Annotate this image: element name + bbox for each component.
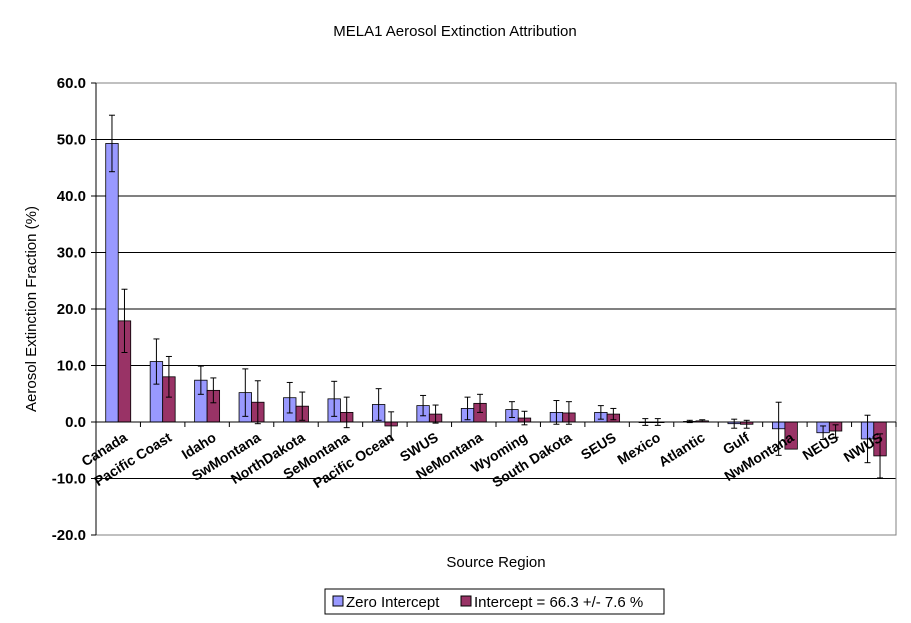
error-bar-swmontana-intercept	[254, 380, 261, 425]
x-tick-label-pacific-coast: Pacific Coast	[91, 429, 174, 489]
y-tick-label: 60.0	[57, 75, 86, 92]
error-bar-pacific-ocean-intercept	[388, 411, 395, 441]
error-bar-pacific-ocean-zero-intercept	[375, 388, 382, 421]
error-bar-semontana-zero-intercept	[331, 380, 338, 417]
error-bar-neus-zero-intercept	[820, 425, 827, 441]
x-tick-label-seus: SEUS	[578, 429, 619, 463]
y-tick-label: 20.0	[57, 301, 86, 318]
error-bar-pacific-coast-intercept	[165, 355, 172, 398]
x-tick-label-gulf: Gulf	[720, 429, 753, 458]
legend-box	[324, 588, 665, 615]
error-bar-idaho-intercept	[210, 377, 217, 404]
y-tick-label: 50.0	[57, 132, 86, 149]
error-bar-wyoming-zero-intercept	[508, 401, 515, 418]
error-bar-south-dakota-intercept	[565, 401, 572, 425]
x-tick-label-neus: NEUS	[799, 429, 840, 463]
y-tick-label: -20.0	[52, 527, 86, 544]
error-bar-idaho-zero-intercept	[197, 365, 204, 395]
error-bar-gulf-zero-intercept	[731, 418, 738, 429]
error-bar-nwmontana-zero-intercept	[775, 401, 782, 456]
legend-swatch-zero-intercept	[332, 595, 344, 607]
y-tick-label: 30.0	[57, 245, 86, 262]
error-bar-northdakota-zero-intercept	[286, 381, 293, 414]
error-bar-wyoming-intercept	[521, 410, 528, 426]
x-tick-label-atlantic: Atlantic	[656, 429, 708, 470]
legend: Zero Intercept Intercept = 66.3 +/- 7.6 …	[324, 588, 665, 615]
error-bar-pacific-coast-zero-intercept	[153, 338, 160, 385]
error-bar-nwus-zero-intercept	[864, 414, 871, 464]
error-bar-nwus-intercept	[877, 433, 884, 479]
y-tick-label: 10.0	[57, 358, 86, 375]
error-bar-swus-zero-intercept	[420, 394, 427, 417]
chart-title: MELA1 Aerosol Extinction Attribution	[333, 23, 576, 40]
error-bar-neus-intercept	[832, 424, 839, 438]
y-tick-label: 0.0	[65, 414, 86, 431]
y-axis-label: Aerosol Extinction Fraction (%)	[23, 206, 40, 412]
x-axis-label: Source Region	[446, 554, 545, 571]
error-bar-semontana-intercept	[343, 396, 350, 429]
error-bar-nemontana-intercept	[477, 393, 484, 413]
error-bar-swmontana-zero-intercept	[242, 368, 249, 417]
legend-label-zero-intercept: Zero Intercept	[346, 594, 440, 611]
y-tick-label: 40.0	[57, 188, 86, 205]
error-bar-nemontana-zero-intercept	[464, 396, 471, 421]
y-axis-ticks: 60.0 50.0 40.0 30.0 20.0 10.0 0.0 -10.0 -20.0	[52, 75, 96, 544]
legend-swatch-intercept	[460, 595, 472, 607]
error-bar-seus-intercept	[610, 407, 617, 421]
error-bar-seus-zero-intercept	[597, 405, 604, 420]
error-bar-canada-intercept	[121, 288, 128, 354]
y-tick-label: -10.0	[52, 471, 86, 488]
error-bar-swus-intercept	[432, 404, 439, 424]
error-bar-canada-zero-intercept	[108, 114, 115, 173]
legend-label-intercept: Intercept = 66.3 +/- 7.6 %	[474, 594, 643, 611]
error-bar-south-dakota-zero-intercept	[553, 400, 560, 425]
bar-canada-zero-intercept	[105, 143, 119, 423]
x-tick-label-mexico: Mexico	[614, 429, 663, 468]
error-bar-northdakota-intercept	[299, 391, 306, 421]
